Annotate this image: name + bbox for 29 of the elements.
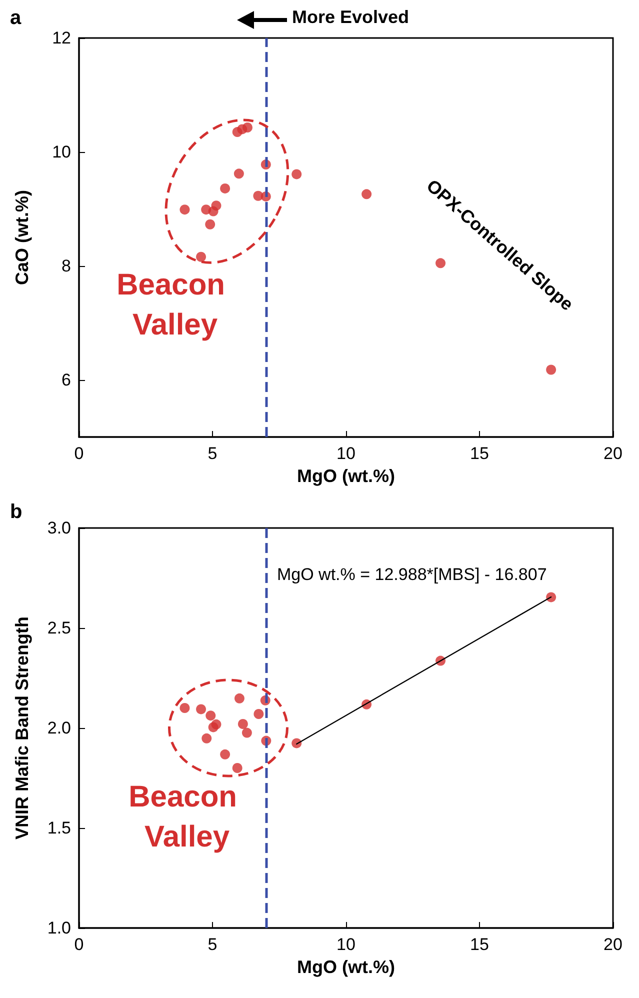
text: More Evolved: [292, 7, 410, 27]
x-axis-title: MgO (wt.%): [297, 957, 395, 977]
annotation: MgO wt.% = 12.988*[MBS] - 16.807: [277, 565, 547, 584]
y-tick-label: 6: [62, 370, 71, 390]
y-tick-label: 12: [52, 28, 71, 48]
x-tick-label: 5: [208, 444, 218, 463]
x-tick-label: 20: [604, 444, 622, 463]
y-tick-label: 2.5: [47, 618, 71, 638]
annotation: Beacon Valley: [128, 780, 246, 854]
x-tick-label: 15: [470, 935, 489, 954]
annotation: Beacon Valley: [116, 268, 234, 342]
text: a: [10, 7, 22, 29]
x-tick-label: 20: [604, 935, 622, 954]
x-tick-label: 5: [208, 935, 218, 954]
x-tick-label: 10: [336, 444, 356, 463]
y-tick-label: 3.0: [47, 518, 71, 538]
x-tick-label: 15: [470, 444, 489, 463]
x-axis-title: MgO (wt.%): [297, 466, 395, 486]
y-tick-label: 2.0: [47, 718, 71, 738]
x-tick-label: 0: [74, 935, 84, 954]
y-axis-title: CaO (wt.%): [12, 190, 32, 286]
y-tick-label: 1.5: [47, 818, 71, 838]
y-axis-title: VNIR Mafic Band Strength: [12, 616, 32, 840]
y-tick-label: 8: [62, 256, 71, 276]
x-tick-label: 10: [336, 935, 356, 954]
x-tick-label: 0: [74, 444, 84, 463]
text: b: [10, 501, 22, 523]
y-tick-label: 1.0: [47, 918, 71, 938]
y-tick-label: 10: [52, 142, 71, 162]
